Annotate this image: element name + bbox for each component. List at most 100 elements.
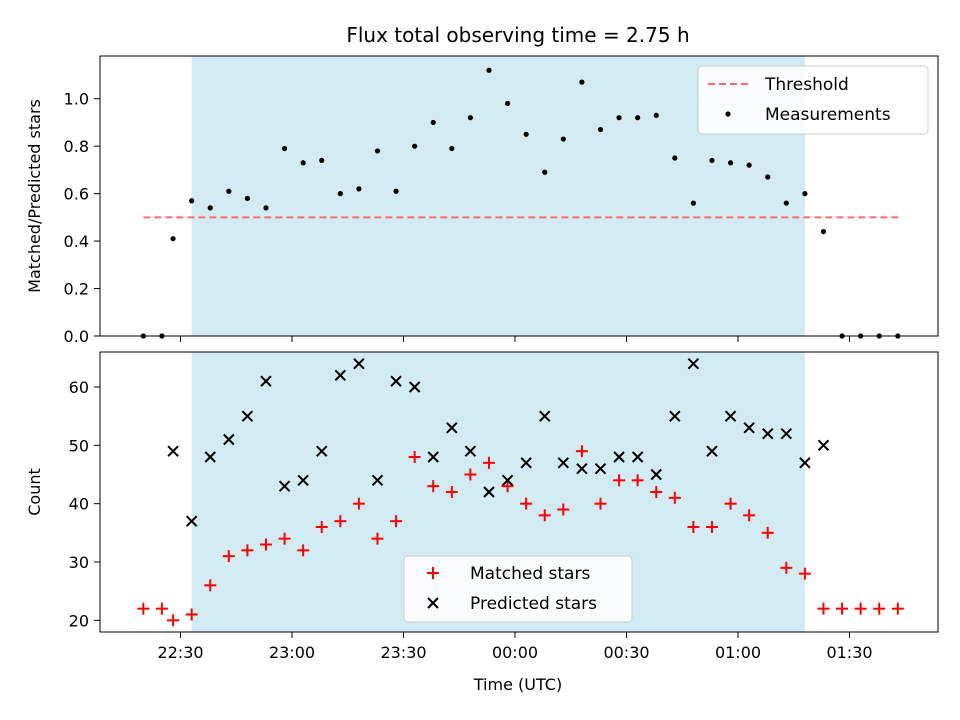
legend-threshold-label: Threshold: [764, 75, 849, 95]
predicted-point-20: [539, 410, 551, 422]
matched-point-29: [668, 491, 681, 504]
predicted-point-17: [483, 486, 495, 498]
measurement-point-5: [226, 188, 232, 194]
measurement-point-14: [393, 188, 399, 194]
matched-point-40: [873, 602, 886, 615]
predicted-point-33: [780, 427, 793, 440]
predicted-point-0: [167, 445, 179, 457]
matched-point-10: [315, 521, 328, 533]
ratio-legend-box: [697, 65, 929, 135]
predicted-point-30: [724, 410, 737, 422]
matched-point-27: [631, 474, 644, 487]
count-panel: 20 30 40 50 60 22:30 23:00 23:30 00:00 00:30 01:0…: [25, 351, 939, 694]
predicted-point-35: [817, 439, 830, 452]
measurement-point-16: [430, 119, 436, 126]
matched-point-31: [705, 521, 718, 533]
predicted-point-24: [613, 451, 625, 463]
matched-point-5: [222, 550, 235, 563]
measurement-point-25: [597, 126, 604, 133]
matched-point-0: [137, 602, 150, 615]
x-axis-label: Time (UTC): [473, 675, 562, 694]
x-tick-label-1: 23:00: [269, 643, 315, 662]
matched-point-9: [297, 544, 310, 557]
ratio-y-tick-label-3: 0.6: [64, 185, 89, 204]
matched-point-21: [520, 497, 533, 510]
matched-point-41: [891, 602, 904, 615]
measurement-point-17: [449, 145, 455, 152]
predicted-point-23: [594, 462, 607, 475]
predicted-star-points: [167, 357, 830, 527]
matched-point-20: [501, 480, 514, 493]
ratio-y-tick-label-2: 0.4: [64, 232, 89, 251]
predicted-point-12: [390, 375, 402, 387]
matched-point-2: [167, 614, 180, 627]
predicted-point-26: [650, 468, 662, 481]
matched-point-18: [464, 468, 477, 481]
measurement-point-20: [504, 100, 511, 107]
measurement-point-4: [207, 205, 213, 211]
matched-point-4: [204, 579, 217, 592]
matched-point-28: [650, 486, 663, 498]
measurement-point-8: [281, 145, 288, 152]
matched-point-15: [408, 451, 421, 463]
count-y-tick-label-3: 50: [69, 436, 89, 455]
ratio-y-tick-label-0: 0.0: [64, 327, 89, 346]
ratio-y-axis-label: Matched/Predicted stars: [25, 99, 44, 293]
predicted-point-34: [799, 457, 811, 469]
x-tick-label-0: 22:30: [157, 643, 203, 662]
predicted-point-28: [687, 357, 700, 370]
matched-point-14: [390, 515, 403, 528]
matched-star-points: [137, 445, 904, 627]
measurement-point-24: [579, 79, 585, 85]
predicted-point-10: [353, 357, 365, 370]
measurement-point-18: [467, 115, 473, 121]
matched-point-26: [613, 474, 626, 487]
matched-point-16: [427, 480, 440, 493]
legend-matched-label: Matched stars: [470, 564, 590, 584]
matched-point-17: [445, 486, 458, 498]
matched-point-32: [724, 497, 737, 510]
predicted-point-25: [631, 451, 644, 463]
matched-point-8: [278, 532, 291, 545]
x-tick-label-4: 00:30: [603, 643, 649, 662]
ratio-legend: Threshold Measurements: [697, 65, 929, 135]
legend-measurements-label: Measurements: [765, 105, 891, 125]
count-legend: Matched stars Predicted stars: [403, 555, 633, 623]
x-tick-label-6: 01:30: [826, 643, 872, 662]
count-legend-box: [403, 555, 633, 623]
measurement-point-29: [672, 155, 678, 161]
predicted-point-7: [297, 474, 309, 487]
predicted-point-1: [185, 515, 198, 527]
matched-point-35: [780, 561, 793, 574]
measurement-point-27: [635, 115, 641, 121]
legend-matched-swatch: [427, 567, 439, 579]
matched-point-34: [761, 526, 774, 539]
ratio-axes-frame: [99, 55, 939, 337]
predicted-point-2: [204, 451, 216, 463]
matched-point-12: [352, 497, 365, 510]
measurement-point-31: [709, 157, 715, 164]
measurement-point-10: [319, 157, 325, 164]
ratio-y-tick-label-4: 0.8: [64, 137, 89, 156]
predicted-point-11: [371, 474, 384, 487]
measurement-point-12: [356, 186, 362, 192]
ratio-y-ticks: 0.0 0.2 0.4 0.6 0.8 1.0: [64, 90, 100, 346]
ratio-panel: 0.0 0.2 0.4 0.6 0.8 1.0 Flux total observing …: [25, 23, 939, 346]
ratio-x-ticks: [180, 336, 850, 342]
predicted-point-29: [706, 445, 718, 457]
predicted-point-19: [520, 457, 532, 469]
measurement-point-13: [374, 148, 381, 154]
predicted-point-15: [446, 422, 458, 434]
ratio-y-tick-label-5: 1.0: [64, 90, 89, 109]
measurement-point-33: [746, 162, 752, 168]
predicted-point-9: [334, 369, 347, 382]
matched-point-37: [817, 602, 830, 615]
matched-point-23: [557, 503, 570, 516]
matched-point-38: [836, 602, 849, 615]
count-y-tick-label-0: 20: [69, 611, 89, 630]
measurement-point-23: [560, 136, 566, 142]
measurement-point-26: [616, 115, 622, 121]
measurement-point-22: [542, 169, 548, 175]
count-y-tick-label-4: 60: [69, 378, 89, 397]
